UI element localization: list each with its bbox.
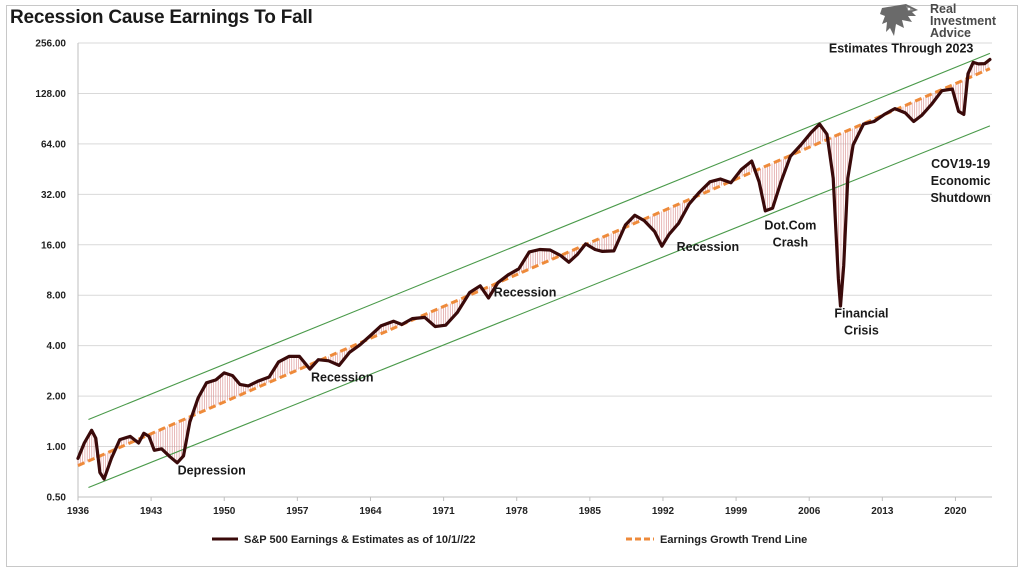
annotation-line: Depression (178, 464, 246, 478)
chart-title: Recession Cause Earnings To Fall (10, 7, 313, 28)
x-tick-label: 1943 (140, 506, 163, 517)
trend-line (77, 67, 991, 467)
annotation-line: Recession (311, 370, 374, 384)
x-tick-label: 1992 (652, 506, 675, 517)
x-tick-label: 1999 (725, 506, 748, 517)
annotation-label: Estimates Through 2023 (829, 41, 974, 55)
y-tick-label: 64.00 (41, 139, 66, 150)
earnings-line-layer (76, 57, 992, 481)
gridlines (77, 42, 992, 501)
legend-label-trend: Earnings Growth Trend Line (660, 534, 807, 546)
deviation-hatch (77, 60, 989, 478)
annotation-line: Financial (834, 306, 888, 320)
upper-channel-line (88, 52, 991, 421)
axis-labels: 0.50 1.00 2.00 4.00 8.00 16.00 32.00 64.00 128.0… (35, 39, 967, 518)
legend-label-earnings: S&P 500 Earnings & Estimates as of 10/1/… (244, 534, 476, 546)
y-tick-label: 4.00 (47, 341, 67, 352)
brand-line-3: Advice (930, 26, 971, 40)
y-tick-label: 1.00 (47, 442, 67, 453)
annotation-line: Crash (773, 235, 808, 249)
earnings-line (76, 57, 992, 481)
annotation-line: Economic (931, 174, 991, 188)
annotation-line: Recession (677, 240, 740, 254)
x-tick-label: 1950 (213, 506, 236, 517)
x-tick-label: 2013 (871, 506, 894, 517)
annotation-label: Recession (311, 370, 374, 384)
y-tick-label: 128.00 (35, 89, 66, 100)
y-tick-label: 256.00 (35, 39, 66, 50)
y-tick-label: 8.00 (47, 291, 67, 302)
y-tick-label: 16.00 (41, 240, 66, 251)
brand-line-2: Investment (930, 14, 996, 28)
x-tick-label: 1936 (67, 506, 90, 517)
brand-line-1: Real (930, 2, 957, 16)
y-tick-label: 32.00 (41, 190, 66, 201)
chart-frame (6, 5, 1018, 567)
annotation-label: COV19-19 Economic Shutdown (930, 157, 990, 205)
x-tick-label: 1957 (286, 506, 309, 517)
brand-name: Real Investment Advice (930, 2, 996, 40)
annotation-label: Financial Crisis (834, 306, 888, 337)
x-tick-label: 1985 (579, 506, 602, 517)
y-tick-label: 2.00 (47, 392, 67, 403)
annotation-label: Recession (677, 240, 740, 254)
y-tick-label: 0.50 (47, 493, 67, 504)
annotation-line: Recession (494, 286, 557, 300)
x-tick-label: 2006 (798, 506, 821, 517)
x-tick-label: 1964 (359, 506, 382, 517)
x-tick-label: 1978 (506, 506, 529, 517)
x-tick-label: 1971 (432, 506, 455, 517)
annotation-label: Dot.Com Crash (764, 218, 816, 249)
brand-logo: Real Investment Advice (878, 2, 1008, 42)
annotation-label: Recession (494, 286, 557, 300)
legend: S&P 500 Earnings & Estimates as of 10/1/… (212, 534, 807, 546)
x-tick-label: 2020 (944, 506, 967, 517)
annotation-line: Shutdown (930, 191, 990, 205)
lower-channel-line (88, 125, 991, 488)
channel-lines (88, 52, 991, 488)
annotations: Depression Recession Recession Recession Dot… (178, 41, 991, 477)
eagle-icon (880, 4, 918, 36)
annotation-line: Crisis (844, 323, 879, 337)
annotation-label: Depression (178, 464, 246, 478)
annotation-line: Dot.Com (764, 218, 816, 232)
annotation-line: COV19-19 (931, 157, 990, 171)
trend-line-layer (77, 67, 991, 467)
annotation-line: Estimates Through 2023 (829, 41, 974, 55)
